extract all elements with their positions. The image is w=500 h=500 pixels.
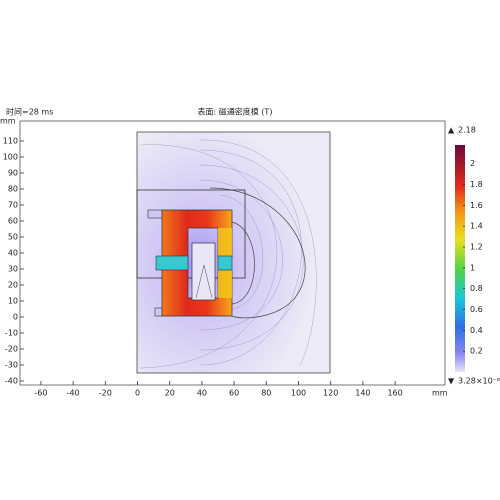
field-geometry	[136, 131, 331, 374]
colorbar-min: 3.28×10⁻⁶	[458, 377, 500, 386]
colorbar-tick-label: 1.2	[470, 243, 483, 252]
x-tick-label: 120	[323, 389, 338, 398]
x-tick-label: -20	[99, 389, 112, 398]
y-tick-label: 90	[8, 169, 18, 178]
y-tick-label: 110	[3, 137, 18, 146]
colorbar-tick-label: 1.6	[470, 201, 483, 210]
inner-region	[136, 189, 246, 279]
x-unit: mm	[432, 389, 448, 398]
min-marker: ▼	[448, 377, 455, 386]
x-tick-label: 60	[229, 389, 239, 398]
y-tick-label: 60	[8, 217, 18, 226]
colorbar-max: 2.18	[458, 126, 476, 135]
colorbar-tick-label: 1	[470, 263, 475, 272]
x-tick-label: 80	[261, 389, 271, 398]
x-tick-label: 20	[165, 389, 175, 398]
y-tick-label: 40	[8, 249, 18, 258]
coil-left	[155, 255, 189, 271]
colorbar-tick-label: 0.6	[470, 305, 483, 314]
y-tick-label: -20	[5, 345, 18, 354]
y-tick-label: 20	[8, 281, 18, 290]
y-tick-label: 50	[8, 233, 18, 242]
armature	[191, 242, 216, 301]
y-tick-label: 70	[8, 201, 18, 210]
colorbar-tick-label: 0.2	[470, 347, 483, 356]
colorbar-tick-label: 2	[470, 159, 475, 168]
y-tick-label: 10	[8, 297, 18, 306]
x-tick-label: 100	[291, 389, 306, 398]
y-tick-label: 0	[13, 313, 18, 322]
coil-right	[217, 255, 233, 271]
x-tick-label: 160	[387, 389, 402, 398]
x-tick-label: 0	[135, 389, 140, 398]
x-tick-label: -60	[34, 389, 47, 398]
y-tick-label: 30	[8, 265, 18, 274]
colorbar-tick-label: 0.4	[470, 326, 483, 335]
time-label: 时间=28 ms	[6, 107, 53, 117]
y-tick-label: -10	[5, 329, 18, 338]
x-tick-label: -40	[67, 389, 80, 398]
colorbar-tick-label: 1.4	[470, 222, 483, 231]
y-tick-label: -40	[5, 377, 18, 386]
y-tick-label: 100	[3, 153, 18, 162]
colorbar	[455, 145, 465, 372]
plot-title: 表面: 磁通密度模 (T)	[198, 107, 273, 117]
x-tick-label: 140	[355, 389, 370, 398]
y-tick-label: -30	[5, 361, 18, 370]
x-tick-label: 40	[197, 389, 207, 398]
max-marker: ▲	[448, 126, 455, 135]
y-tick-label: 80	[8, 185, 18, 194]
colorbar-tick-label: 0.8	[470, 284, 483, 293]
y-unit: mm	[0, 117, 16, 126]
colorbar-tick-label: 1.8	[470, 180, 483, 189]
